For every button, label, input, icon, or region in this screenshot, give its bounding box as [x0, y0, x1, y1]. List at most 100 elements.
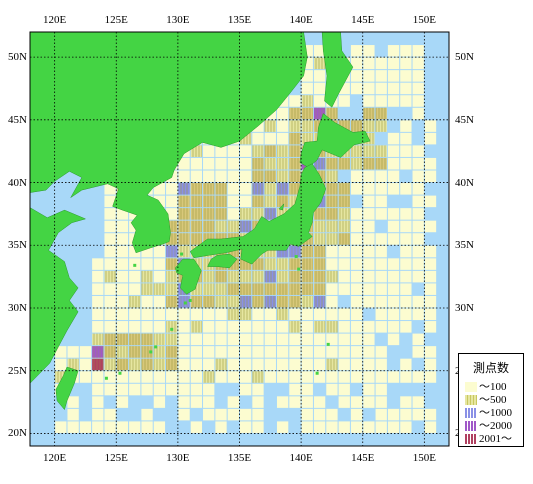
grid-cell-hatch	[215, 270, 227, 283]
grid-cell-hatch	[276, 170, 289, 183]
grid-cell-hatch	[264, 145, 276, 157]
grid-cell-hatch	[264, 183, 276, 195]
grid-cell-pale	[92, 371, 104, 383]
grid-cell-pale	[153, 270, 166, 283]
grid-cell-pale	[424, 321, 437, 333]
grid-cell-hatch	[375, 157, 387, 170]
grid-cell-pale	[276, 396, 289, 408]
grid-cell-pale	[178, 157, 190, 170]
grid-cell-pale	[301, 371, 313, 383]
lon-label-bottom: 140E	[289, 452, 313, 464]
grid-cell-pale	[400, 295, 412, 308]
grid-cell-pale	[350, 170, 363, 183]
grid-cell-hatch	[215, 283, 227, 295]
grid-cell-pale	[375, 208, 387, 220]
grid-cell-pale	[141, 321, 153, 333]
grid-cell-hatch	[227, 283, 239, 295]
small-island	[326, 342, 330, 346]
grid-cell-pale	[178, 308, 190, 321]
grid-cell-hatch	[141, 270, 153, 283]
grid-cell-pale	[412, 195, 424, 208]
grid-cell-hatch	[276, 258, 289, 270]
grid-cell-pale	[116, 258, 129, 270]
grid-cell-pale	[203, 308, 215, 321]
grid-cell-hatch	[153, 358, 166, 371]
grid-cell-hatch	[240, 283, 252, 295]
grid-cell-hatch	[301, 295, 313, 308]
grid-cell-pale	[326, 333, 338, 346]
grid-cell-pale	[313, 371, 326, 383]
grid-cell-pale	[190, 421, 203, 433]
grid-cell-pale	[363, 208, 375, 220]
lon-label-top: 120E	[43, 14, 67, 26]
grid-cell-pale	[240, 358, 252, 371]
grid-cell-pale	[116, 421, 129, 433]
grid-cell-hatch	[264, 120, 276, 132]
grid-cell-pale	[227, 208, 239, 220]
grid-cell-hatch	[227, 245, 239, 258]
sakhalin	[321, 32, 354, 108]
grid-cell-pale	[375, 95, 387, 107]
grid-cell-hatch	[326, 157, 338, 170]
grid-cell-hatch	[252, 371, 264, 383]
grid-cell-pale	[301, 57, 313, 70]
grid-cell-hatch	[166, 258, 178, 270]
grid-cell-pale	[129, 270, 141, 283]
grid-cell-pale	[338, 371, 350, 383]
grid-cell-pale	[141, 258, 153, 270]
grid-cell-pale	[412, 245, 424, 258]
grid-cell-hatch	[240, 308, 252, 321]
legend-swatch	[465, 395, 477, 405]
map-frame	[29, 31, 450, 447]
grid-cell-pale	[375, 258, 387, 270]
legend-title: 測点数	[472, 361, 509, 375]
grid-cell-pale	[400, 408, 412, 421]
grid-cell-hatch	[104, 346, 116, 358]
grid-cell-pale	[400, 258, 412, 270]
grid-cell-hatch	[313, 107, 326, 120]
grid-cell-pale	[153, 321, 166, 333]
grid-cell-hatch	[203, 371, 215, 383]
kyushu	[175, 258, 202, 295]
grid-cell-pale	[116, 308, 129, 321]
grid-cell-hatch	[190, 321, 203, 333]
grid-cell-pale	[375, 270, 387, 283]
grid-cell-pale	[400, 82, 412, 95]
small-island	[294, 255, 298, 259]
grid-cell-pale	[240, 371, 252, 383]
grid-cell-hatch	[326, 270, 338, 283]
grid-cell-hatch	[338, 233, 350, 245]
grid-cell-pale	[363, 295, 375, 308]
grid-cell-pale	[350, 45, 363, 57]
grid-cell-pale	[252, 346, 264, 358]
small-island	[149, 350, 153, 354]
grid-cell-pale	[363, 321, 375, 333]
grid-cell-hatch	[215, 195, 227, 208]
grid-cell-pale	[387, 170, 400, 183]
grid-cell-pale	[116, 371, 129, 383]
grid-cell-pale	[252, 408, 264, 421]
grid-cell-hatch	[289, 120, 301, 132]
grid-cell-pale	[375, 421, 387, 433]
grid-cell-pale	[116, 383, 129, 396]
grid-cell-pale	[264, 132, 276, 145]
grid-cell-pale	[387, 283, 400, 295]
grid-cell-hatch	[178, 233, 190, 245]
grid-cell-pale	[92, 258, 104, 270]
grid-cell-pale	[424, 245, 437, 258]
grid-cell-pale	[412, 346, 424, 358]
grid-cell-pale	[301, 358, 313, 371]
grid-cell-pale	[412, 333, 424, 346]
grid-cell-pale	[178, 383, 190, 396]
grid-cell-hatch	[141, 358, 153, 371]
grid-cell-pale	[313, 396, 326, 408]
grid-cell-pale	[215, 308, 227, 321]
grid-cell-pale	[400, 157, 412, 170]
grid-cell-hatch	[363, 145, 375, 157]
grid-cell-pale	[190, 383, 203, 396]
grid-cell-pale	[92, 283, 104, 295]
grid-cell-hatch	[129, 295, 141, 308]
grid-cell-pale	[350, 358, 363, 371]
grid-cell-hatch	[375, 107, 387, 120]
grid-cell-pale	[375, 371, 387, 383]
